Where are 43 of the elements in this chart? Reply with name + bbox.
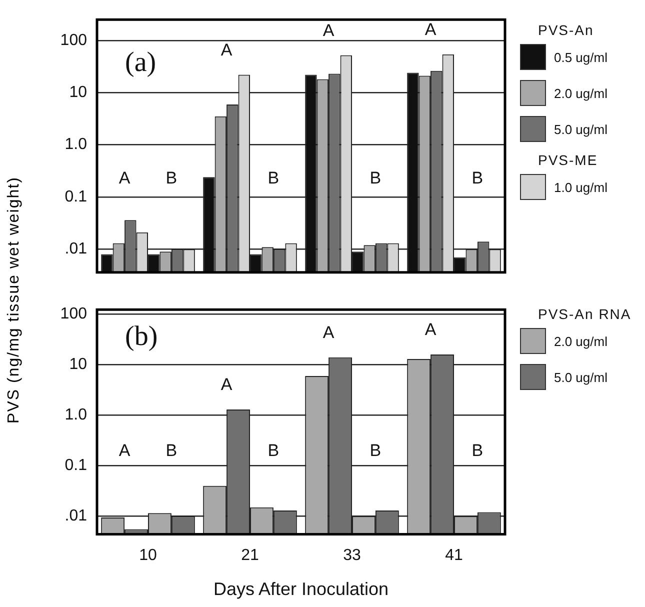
annotation: B bbox=[472, 440, 484, 460]
y-tick-label: 10 bbox=[69, 356, 88, 374]
annotation: A bbox=[220, 40, 233, 60]
x-axis-title: Days After Inoculation bbox=[213, 579, 389, 600]
annotation: B bbox=[370, 440, 382, 460]
annotation: B bbox=[166, 168, 178, 188]
x-tick-label: 21 bbox=[241, 547, 259, 564]
y-tick-label: 1.0 bbox=[64, 406, 88, 424]
x-tick-label: 33 bbox=[343, 547, 361, 564]
annotation: A bbox=[220, 375, 233, 394]
text: (a) bbox=[125, 46, 156, 78]
annotation: A bbox=[322, 323, 335, 342]
legend-label: 2.0 ug/ml bbox=[554, 334, 608, 348]
y-tick-label: .01 bbox=[64, 240, 88, 258]
annotation: A bbox=[118, 168, 131, 188]
y-tick-label: .01 bbox=[64, 508, 88, 525]
legend-label: 0.5 ug/ml bbox=[554, 50, 608, 64]
annotation: B bbox=[472, 168, 484, 188]
annotation: A bbox=[118, 440, 131, 460]
annotation: A bbox=[322, 20, 335, 40]
x-tick-label: 41 bbox=[445, 547, 463, 564]
annotation: A bbox=[424, 320, 437, 340]
legend-label: 5.0 ug/ml bbox=[554, 370, 608, 384]
x-tick-label: 10 bbox=[139, 547, 157, 564]
annotation: B bbox=[268, 440, 280, 460]
y-tick-label: 10 bbox=[69, 84, 88, 101]
annotation: B bbox=[268, 168, 280, 188]
y-tick-label: 0.1 bbox=[64, 188, 88, 206]
y-tick-label: 1.0 bbox=[64, 136, 88, 154]
legend-title: PVS-An RNA bbox=[538, 306, 632, 322]
annotation: B bbox=[370, 168, 382, 188]
y-tick-label: 100 bbox=[60, 306, 88, 323]
annotation: B bbox=[166, 440, 178, 460]
legend-label: 2.0 ug/ml bbox=[554, 86, 608, 100]
legend-label: 1.0 ug/ml bbox=[554, 180, 608, 194]
legend-label: 5.0 ug/ml bbox=[554, 122, 608, 136]
y-tick-label: 100 bbox=[60, 32, 88, 49]
chart-title: (b) bbox=[125, 320, 158, 352]
legend-title: PVS-An bbox=[538, 22, 595, 38]
text: PVS-ME bbox=[538, 152, 599, 168]
y-tick-label: 0.1 bbox=[64, 457, 88, 474]
annotation: A bbox=[424, 20, 437, 40]
y-axis-title: PVS (ng/mg tissue wet weight) bbox=[4, 176, 23, 424]
